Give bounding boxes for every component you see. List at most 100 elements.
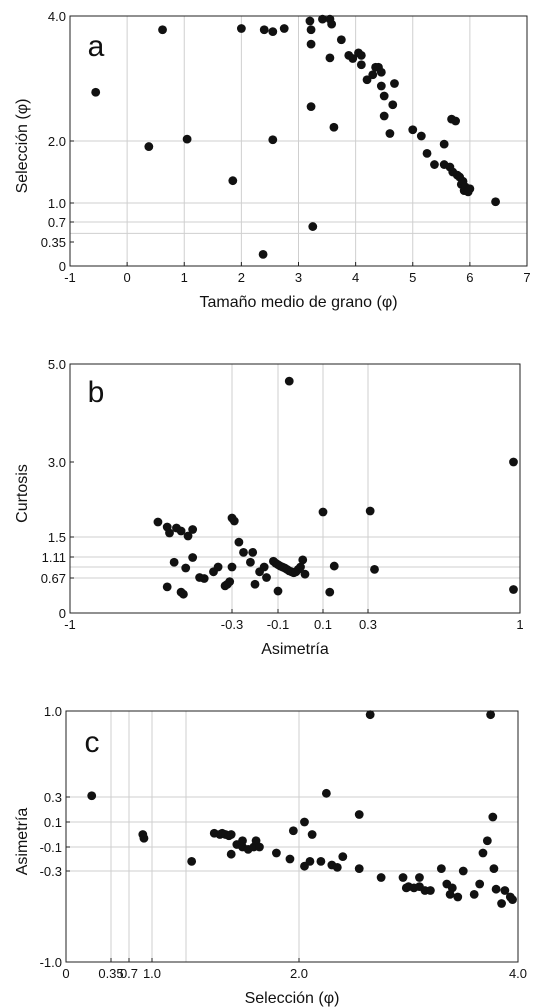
data-point [234, 537, 244, 547]
y-tick-label: 3.0 [48, 455, 66, 470]
x-tick-label: 4 [352, 270, 359, 285]
data-point [268, 135, 278, 145]
data-point [250, 579, 260, 589]
data-point [469, 890, 479, 899]
y-tick-label: 1.0 [48, 196, 66, 211]
data-point [91, 87, 101, 97]
data-point [329, 561, 339, 571]
plot-frame [65, 710, 519, 963]
data-point [338, 852, 348, 861]
panel-label: c [85, 726, 100, 759]
data-point [273, 586, 283, 596]
data-point [176, 526, 186, 536]
x-tick-label: 1 [516, 617, 523, 632]
y-axis-label: Selección (φ) [14, 99, 31, 194]
data-point [182, 134, 192, 144]
data-point [227, 562, 237, 572]
x-tick-label: 7 [523, 270, 530, 285]
data-point [225, 577, 235, 587]
data-point [236, 24, 246, 33]
data-point [356, 50, 366, 60]
data-point [307, 830, 317, 839]
data-point [482, 836, 492, 846]
data-point [318, 507, 328, 517]
x-tick-label: -1 [64, 617, 76, 632]
data-point [165, 528, 174, 538]
x-tick-label: 0 [62, 966, 69, 981]
data-point [486, 710, 496, 720]
y-tick-label: 0.1 [44, 815, 62, 830]
data-point [354, 864, 364, 873]
data-point [318, 14, 327, 24]
data-point [306, 25, 316, 35]
data-point [379, 91, 389, 101]
data-point [356, 60, 366, 70]
x-axis-label: Tamaño medio de grano (φ) [199, 294, 397, 311]
data-point [475, 879, 485, 889]
data-point [416, 131, 426, 141]
data-point [422, 149, 432, 158]
y-tick-label: 5.0 [48, 357, 66, 372]
data-point [325, 53, 335, 63]
data-point [408, 125, 418, 135]
y-tick-label: 0.35 [41, 235, 66, 250]
data-point [153, 517, 163, 527]
data-point [285, 854, 295, 864]
data-point [258, 249, 268, 259]
panel-label: b [88, 376, 105, 409]
data-point [268, 27, 278, 37]
y-axis-label: Curtosis [14, 464, 31, 523]
y-tick-label: 0 [59, 259, 66, 274]
data-point [376, 873, 386, 882]
data-point [388, 100, 398, 110]
data-point [370, 565, 379, 574]
data-point [255, 842, 264, 852]
data-point [188, 525, 198, 534]
data-point [458, 866, 468, 876]
x-axis-label: Selección (φ) [245, 990, 340, 1007]
data-point [296, 562, 305, 572]
data-point [183, 531, 193, 541]
x-tick-label: 1.0 [143, 966, 161, 981]
panel-c-scatter: 0 0.350.7 1.0 2.0 4.0 -1.0 -0.3 -0.1 0.1 0.3 1.0 Se… [14, 704, 527, 1007]
y-axis-label: Asimetría [14, 808, 31, 876]
data-point [228, 176, 238, 186]
data-point [329, 122, 339, 132]
data-point [488, 812, 498, 822]
data-point [308, 222, 318, 231]
x-tick-label: 0.7 [120, 966, 138, 981]
data-point [365, 506, 375, 516]
y-tick-label: 2.0 [48, 134, 66, 149]
x-tick-label: 0.3 [359, 617, 377, 632]
data-point [248, 547, 258, 557]
data-point [453, 892, 463, 902]
data-point [500, 886, 510, 895]
data-point [398, 873, 408, 882]
data-point [354, 810, 364, 819]
x-tick-label: 3 [295, 270, 302, 285]
data-point [430, 160, 439, 169]
y-tick-label: 0 [59, 606, 66, 621]
data-point [213, 562, 223, 572]
y-tick-label: -0.1 [40, 840, 62, 855]
data-point [162, 582, 172, 592]
data-point [259, 562, 269, 572]
data-point [169, 557, 179, 567]
data-point [478, 848, 488, 858]
data-point [509, 457, 518, 467]
data-point [327, 19, 337, 29]
x-tick-label: -0.3 [221, 617, 243, 632]
data-point [348, 54, 358, 63]
data-point [238, 836, 247, 846]
data-point [272, 848, 281, 858]
x-tick-label: 5 [409, 270, 416, 285]
data-point [390, 79, 399, 88]
x-tick-label: -0.1 [267, 617, 289, 632]
data-point [321, 788, 331, 798]
data-point [139, 833, 149, 843]
data-point [463, 187, 473, 197]
data-point [316, 857, 326, 866]
x-tick-label: 1 [181, 270, 188, 285]
x-tick-label: 2 [238, 270, 245, 285]
